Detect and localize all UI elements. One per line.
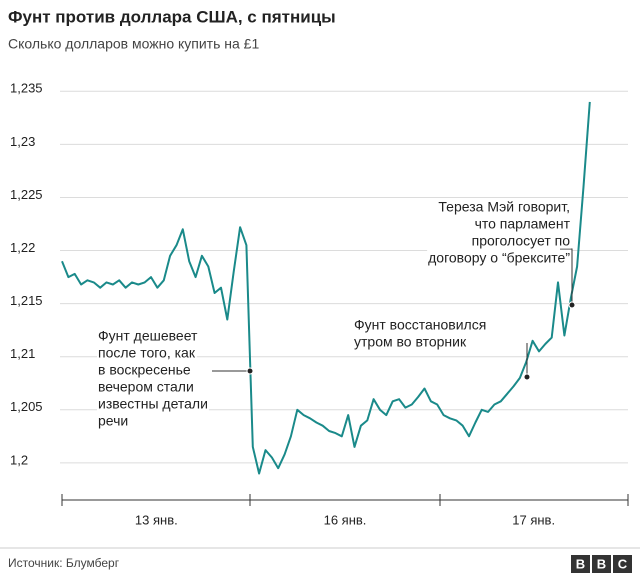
logo-box xyxy=(592,555,611,573)
y-tick-label: 1,205 xyxy=(10,399,43,414)
annotation-dot xyxy=(523,373,531,381)
y-tick-label: 1,215 xyxy=(10,293,43,308)
chart-title: Фунт против доллара США, с пятницы xyxy=(8,7,336,26)
annotation-dot xyxy=(246,367,254,375)
annotation-text: в воскресенье xyxy=(98,362,191,378)
annotation-bg xyxy=(97,327,200,344)
logo-letter: B xyxy=(597,556,606,571)
annotation-bg xyxy=(353,316,488,333)
logo-box xyxy=(571,555,590,573)
annotation-text: Фунт дешевеет xyxy=(98,328,198,344)
y-tick-label: 1,2 xyxy=(10,452,28,467)
y-tick-label: 1,23 xyxy=(10,134,35,149)
annotation-text: Тереза Мэй говорит, xyxy=(438,199,570,215)
y-tick-label: 1,21 xyxy=(10,346,35,361)
annotation-bg xyxy=(97,361,192,378)
annotation-text: известны детали xyxy=(98,396,208,412)
annotation-text: что парламент xyxy=(475,216,571,232)
annotation-bg xyxy=(97,378,195,395)
source: Источник: Блумберг xyxy=(8,556,120,570)
logo-box xyxy=(613,555,632,573)
y-tick-label: 1,235 xyxy=(10,81,43,96)
annotation-text: договору о “брексите” xyxy=(428,250,570,266)
price-line xyxy=(61,101,591,475)
x-tick-label: 13 янв. xyxy=(135,512,178,527)
y-tick-label: 1,22 xyxy=(10,240,35,255)
y-tick-label: 1,225 xyxy=(10,187,43,202)
annotation-bg xyxy=(473,215,572,232)
logo-letter: B xyxy=(576,556,585,571)
annotation-bg xyxy=(97,395,209,412)
annotation-text: Фунт восстановился xyxy=(354,317,486,333)
annotation-bg xyxy=(470,232,572,249)
annotation-text: вечером стали xyxy=(98,379,194,395)
annotation-bg xyxy=(437,198,571,215)
annotation-bg xyxy=(97,412,130,429)
annotation-text: утром во вторник xyxy=(354,334,467,350)
annotation-text: проголосует по xyxy=(472,233,571,249)
annotation-dot xyxy=(568,301,576,309)
x-tick-label: 16 янв. xyxy=(324,512,367,527)
chart-subtitle: Сколько долларов можно купить на £1 xyxy=(8,36,259,52)
annotation-text: после того, как xyxy=(98,345,196,361)
annotation-bg xyxy=(353,333,468,350)
annotation-bg xyxy=(97,344,197,361)
annotation-text: речи xyxy=(98,413,128,429)
logo: B B C xyxy=(571,555,632,573)
annotation-bg xyxy=(427,249,572,266)
logo-letter: C xyxy=(618,556,628,571)
x-tick-label: 17 янв. xyxy=(512,512,555,527)
annotation-leader xyxy=(560,248,573,305)
